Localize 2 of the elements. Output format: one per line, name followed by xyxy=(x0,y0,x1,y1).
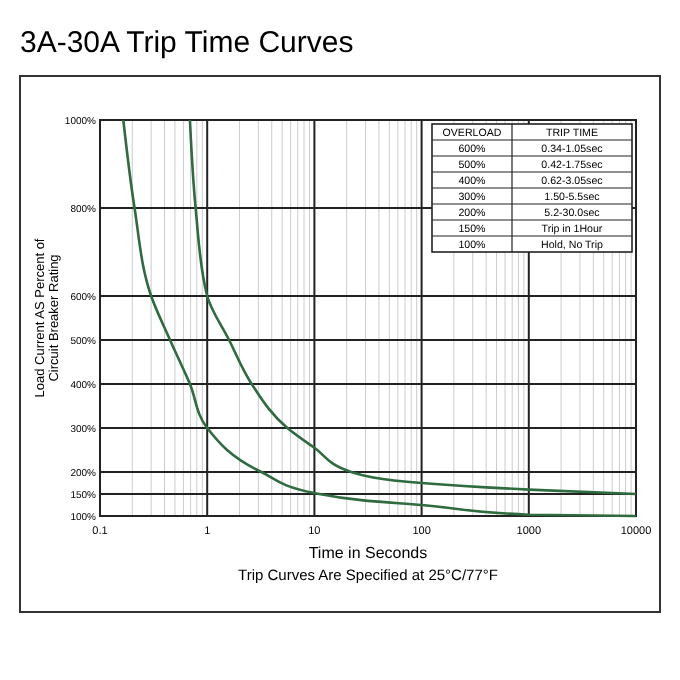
chart-title: 3A-30A Trip Time Curves xyxy=(20,26,354,60)
x-axis-title: Time in Seconds xyxy=(308,544,428,562)
